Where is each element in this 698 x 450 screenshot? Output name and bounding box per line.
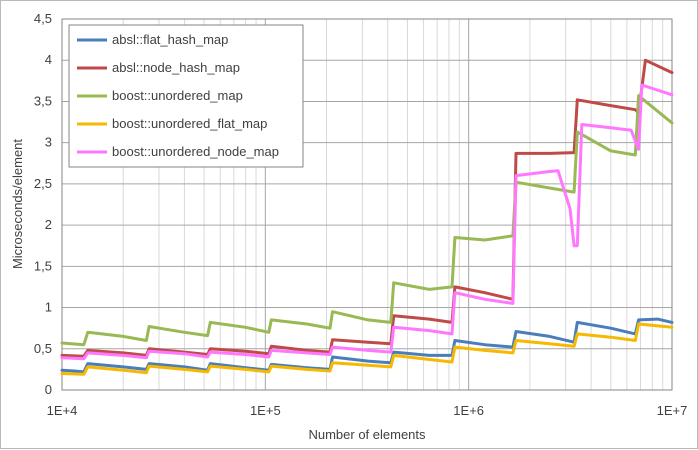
series-lines <box>60 58 674 376</box>
legend-label: boost::unordered_flat_map <box>112 116 267 131</box>
x-tick-label: 1E+4 <box>47 403 78 418</box>
y-axis-tick-labels: 0 0,5 1 1,5 2 2,5 3 3,5 4 4,5 <box>34 11 52 397</box>
y-axis-title: Microseconds/element <box>10 139 25 269</box>
y-tick-label: 4,5 <box>34 11 52 26</box>
x-tick-label: 1E+5 <box>250 403 281 418</box>
legend-label: absl::node_hash_map <box>112 60 240 75</box>
legend-box <box>68 24 304 168</box>
y-tick-label: 1,5 <box>34 258 52 273</box>
legend-label: absl::flat_hash_map <box>112 32 228 47</box>
x-tick-label: 1E+7 <box>657 403 688 418</box>
series-line <box>60 94 674 347</box>
y-tick-label: 0,5 <box>34 341 52 356</box>
y-tick-label: 3,5 <box>34 93 52 108</box>
x-axis-tick-labels: 1E+4 1E+5 1E+6 1E+7 <box>47 403 688 418</box>
series-line <box>60 58 674 358</box>
legend-label: boost::unordered_map <box>112 88 243 103</box>
legend-label: boost::unordered_node_map <box>112 144 279 159</box>
legend-entries: absl::flat_hash_mapabsl::node_hash_mapbo… <box>77 32 279 159</box>
y-tick-label: 2,5 <box>34 176 52 191</box>
y-tick-label: 1 <box>45 300 52 315</box>
series-line <box>60 322 674 376</box>
y-tick-label: 0 <box>45 382 52 397</box>
y-tick-label: 2 <box>45 217 52 232</box>
y-tick-label: 3 <box>45 135 52 150</box>
x-axis-title: Number of elements <box>308 427 426 442</box>
plot-border <box>61 18 673 391</box>
x-tick-label: 1E+6 <box>453 403 484 418</box>
legend: absl::flat_hash_mapabsl::node_hash_mapbo… <box>68 24 304 168</box>
y-tick-label: 4 <box>45 52 52 67</box>
series-line <box>60 83 674 361</box>
